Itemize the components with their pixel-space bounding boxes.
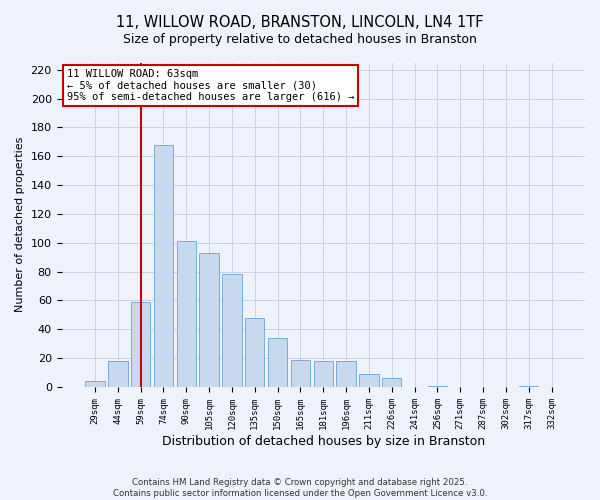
Bar bbox=[108, 361, 128, 387]
Bar bbox=[176, 242, 196, 387]
Bar bbox=[337, 361, 356, 387]
Bar bbox=[131, 302, 151, 387]
X-axis label: Distribution of detached houses by size in Branston: Distribution of detached houses by size … bbox=[162, 434, 485, 448]
Text: Contains HM Land Registry data © Crown copyright and database right 2025.
Contai: Contains HM Land Registry data © Crown c… bbox=[113, 478, 487, 498]
Text: Size of property relative to detached houses in Branston: Size of property relative to detached ho… bbox=[123, 32, 477, 46]
Bar bbox=[382, 378, 401, 387]
Bar bbox=[314, 361, 333, 387]
Bar bbox=[222, 274, 242, 387]
Bar bbox=[359, 374, 379, 387]
Bar bbox=[428, 386, 447, 387]
Bar bbox=[519, 386, 538, 387]
Text: 11 WILLOW ROAD: 63sqm
← 5% of detached houses are smaller (30)
95% of semi-detac: 11 WILLOW ROAD: 63sqm ← 5% of detached h… bbox=[67, 69, 354, 102]
Text: 11, WILLOW ROAD, BRANSTON, LINCOLN, LN4 1TF: 11, WILLOW ROAD, BRANSTON, LINCOLN, LN4 … bbox=[116, 15, 484, 30]
Bar bbox=[154, 144, 173, 387]
Y-axis label: Number of detached properties: Number of detached properties bbox=[15, 137, 25, 312]
Bar bbox=[245, 318, 265, 387]
Bar bbox=[291, 360, 310, 387]
Bar bbox=[199, 253, 219, 387]
Bar bbox=[85, 381, 105, 387]
Bar bbox=[268, 338, 287, 387]
